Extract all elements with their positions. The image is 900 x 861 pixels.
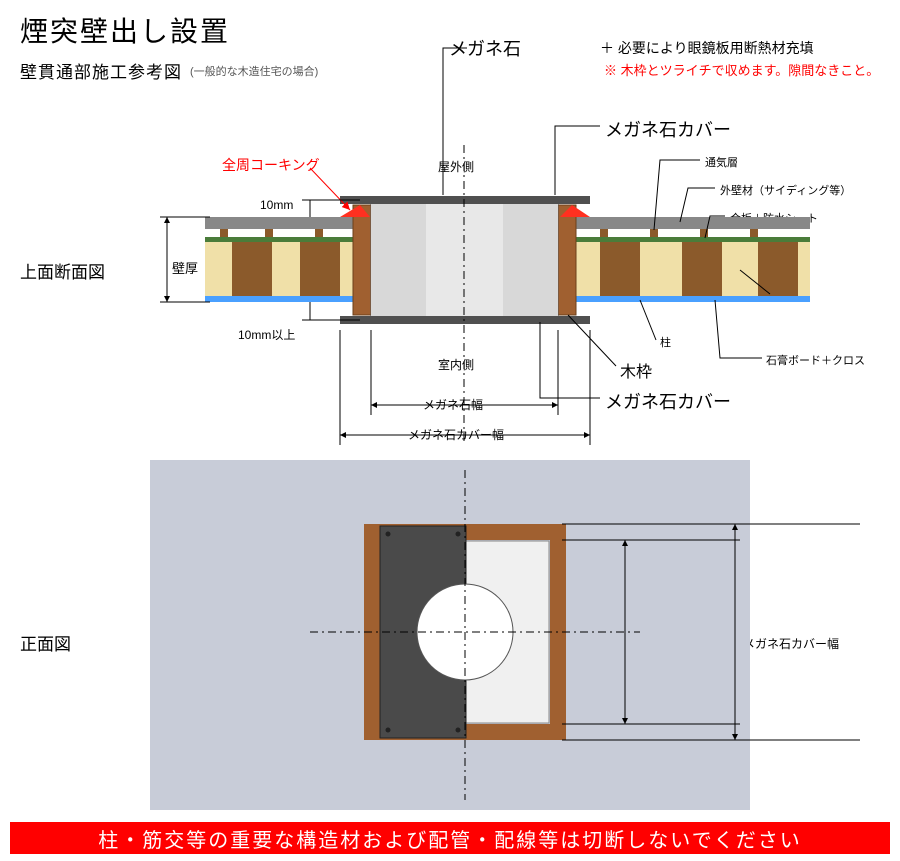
- wood-frame-left: [353, 205, 371, 315]
- cover-outdoor: [340, 196, 590, 204]
- wall-left-group: [205, 217, 353, 302]
- diagram-svg: [0, 0, 900, 861]
- cover-indoor: [340, 316, 590, 324]
- wood-frame-right: [558, 205, 576, 315]
- wall-right-group: [576, 217, 810, 302]
